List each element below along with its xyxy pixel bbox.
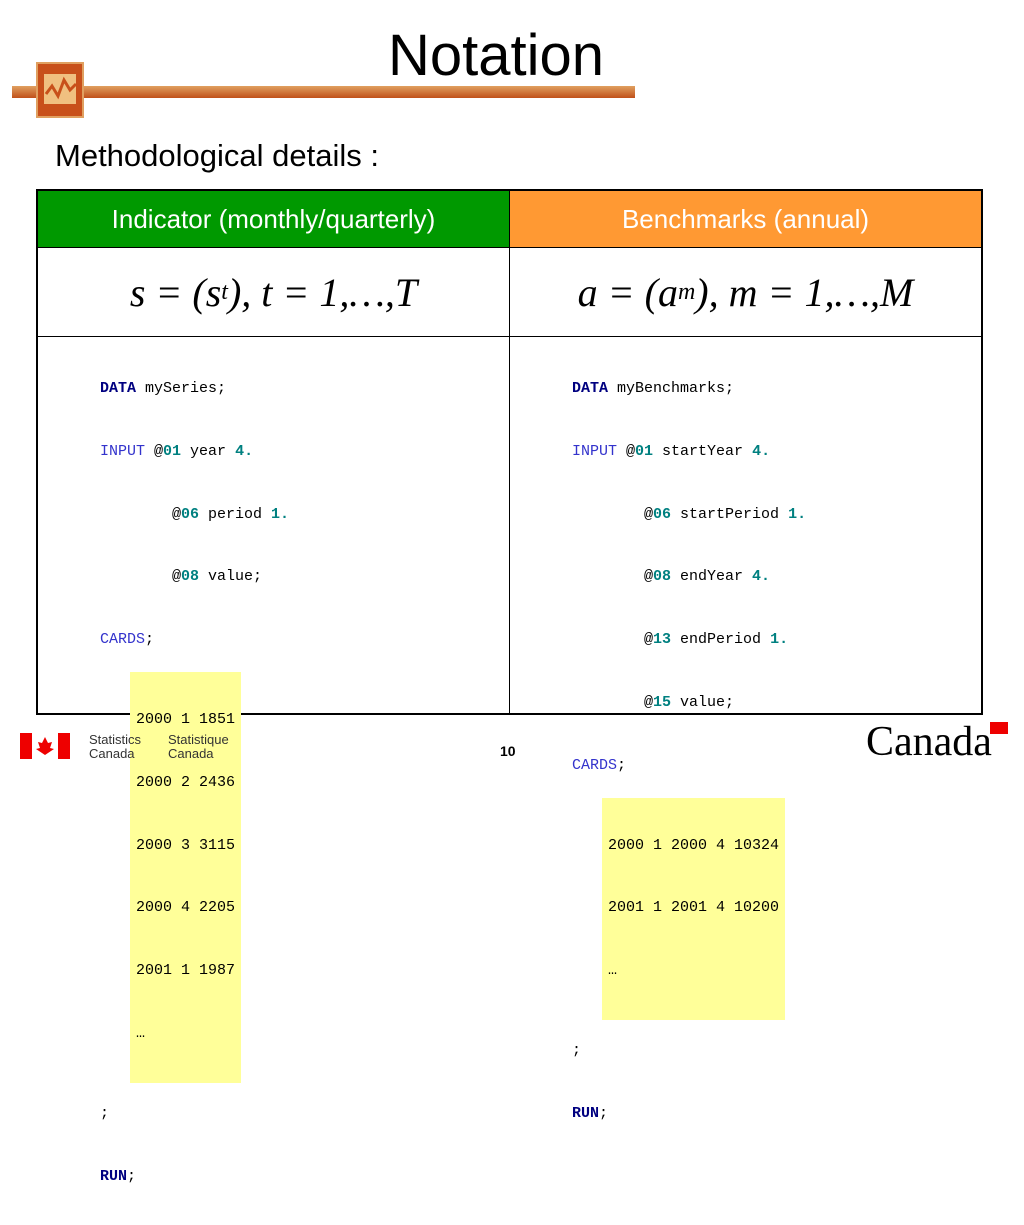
- text: Canada: [89, 746, 135, 761]
- code: ;: [100, 1104, 110, 1122]
- wordmark: Canada: [866, 719, 992, 765]
- num: 1.: [271, 505, 290, 523]
- data-row: …: [608, 962, 618, 980]
- data-row: 2000 1 1851: [136, 710, 236, 728]
- code: endYear: [671, 568, 753, 586]
- code: ;: [617, 756, 627, 774]
- code: value;: [199, 568, 263, 586]
- title: Notation: [388, 23, 605, 88]
- kw: CARDS: [100, 631, 146, 649]
- formula: s = (s t), t = 1,…,T: [38, 248, 509, 337]
- data-row: 2001 1 2001 4 10200: [608, 899, 780, 917]
- flag: [20, 733, 70, 759]
- code: startYear: [653, 442, 753, 460]
- num: 1.: [770, 631, 789, 649]
- num: 08: [181, 568, 200, 586]
- code: @: [644, 568, 654, 586]
- num: 4.: [752, 568, 771, 586]
- data-row: 2000 4 2205: [136, 899, 236, 917]
- title-bar: [12, 86, 635, 98]
- logo-icon: [36, 62, 84, 118]
- text: Canada: [168, 746, 214, 761]
- code: @: [617, 442, 636, 460]
- column-header: Indicator (monthly/quarterly): [38, 191, 509, 248]
- num: 06: [181, 505, 200, 523]
- code: year: [181, 442, 236, 460]
- code: @: [145, 442, 164, 460]
- num: 01: [635, 442, 654, 460]
- data-row: 2000 1 2000 4 10324: [608, 836, 780, 854]
- agency-en: Statistics Canada: [89, 733, 141, 761]
- agency-fr: Statistique Canada: [168, 733, 229, 761]
- kw: DATA: [572, 380, 609, 397]
- formula-part: a = (a: [577, 269, 678, 315]
- highlight: 2000 1 2000 4 10324 2001 1 2001 4 10200 …: [602, 797, 786, 1020]
- data-row: 2000 3 3115: [136, 836, 236, 854]
- formula-sub: m: [677, 278, 696, 305]
- wordmark-flag: [990, 722, 1008, 734]
- num: 13: [653, 631, 672, 649]
- code: ;: [127, 1167, 137, 1185]
- formula: a = (a m), m = 1,…,M: [510, 248, 981, 337]
- kw: RUN: [100, 1167, 128, 1185]
- code: @: [172, 568, 182, 586]
- code-block: DATA myBenchmarks; INPUT @01 startYear 4…: [572, 341, 806, 1163]
- subtitle: Methodological details :: [55, 138, 379, 173]
- num: 08: [653, 568, 672, 586]
- column-header: Benchmarks (annual): [510, 191, 981, 248]
- slide: Notation Methodological details : Indica…: [12, 23, 1008, 1185]
- formula-sub: t: [221, 278, 228, 305]
- formula-part: ), t = 1,…,T: [227, 269, 418, 315]
- data-row: 2000 2 2436: [136, 773, 236, 791]
- num: 1.: [788, 505, 807, 523]
- num: 06: [653, 505, 672, 523]
- code: endPeriod: [671, 631, 771, 649]
- formula-part: s = (s: [129, 269, 222, 315]
- formula-part: ), m = 1,…,M: [695, 269, 914, 315]
- page-number: 10: [500, 743, 516, 759]
- kw: INPUT: [572, 442, 618, 460]
- code: myBenchmarks;: [608, 380, 735, 397]
- code: ;: [572, 1041, 582, 1059]
- text: Statistics: [89, 732, 142, 747]
- code: period: [199, 505, 272, 523]
- num: 01: [163, 442, 182, 460]
- code: @: [644, 693, 654, 711]
- code-block: DATA mySeries; INPUT @01 year 4. @06 per…: [100, 341, 289, 1225]
- table: Indicator (monthly/quarterly) Benchmarks…: [36, 189, 983, 1185]
- data-row: 2001 1 1987: [136, 962, 236, 980]
- code: startPeriod: [671, 505, 789, 523]
- code: ;: [145, 631, 155, 649]
- code: value;: [671, 693, 735, 711]
- data-row: …: [136, 1024, 146, 1042]
- num: 15: [653, 693, 672, 711]
- divider: [509, 191, 510, 713]
- kw: INPUT: [100, 442, 146, 460]
- code: @: [644, 505, 654, 523]
- code: ;: [599, 1104, 609, 1122]
- kw: CARDS: [572, 756, 618, 774]
- text: Statistique: [168, 732, 229, 747]
- num: 4.: [752, 442, 771, 460]
- kw: RUN: [572, 1104, 600, 1122]
- code: @: [172, 505, 182, 523]
- num: 4.: [235, 442, 254, 460]
- code: @: [644, 631, 654, 649]
- kw: DATA: [100, 380, 137, 397]
- code: mySeries;: [136, 380, 227, 397]
